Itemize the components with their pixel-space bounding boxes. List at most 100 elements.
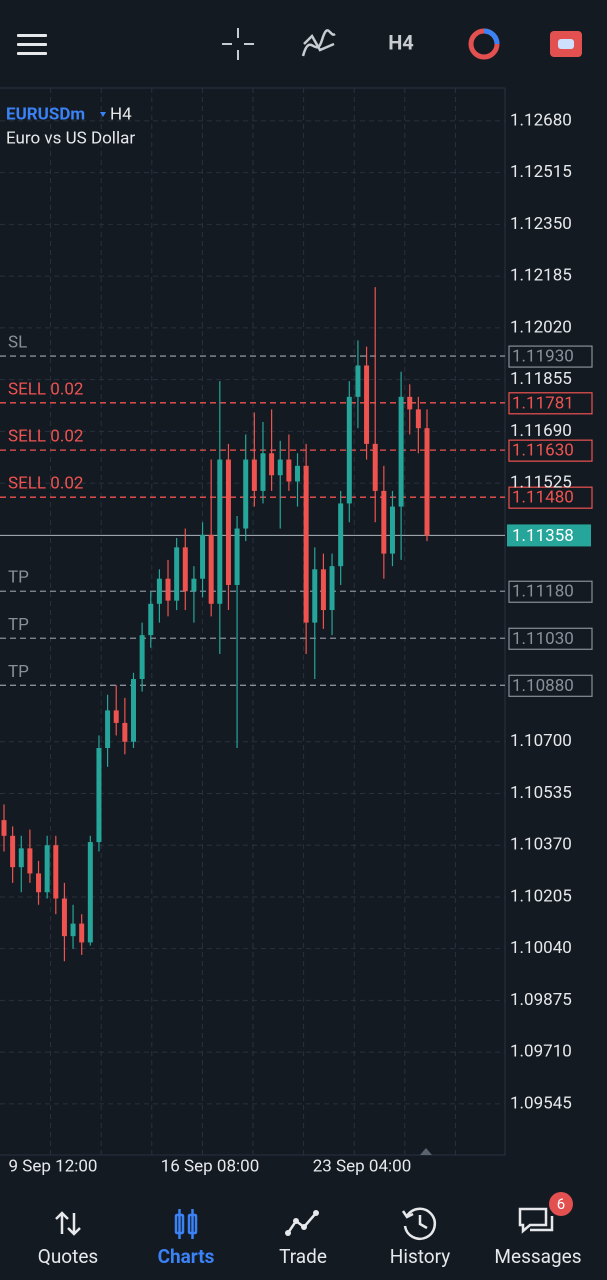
candle-body [286, 459, 292, 482]
level-price: 1.10880 [512, 676, 574, 696]
grid [0, 88, 505, 1155]
candle-body [260, 453, 266, 491]
level-price: 1.11030 [512, 629, 574, 649]
y-tick-label: 1.10535 [510, 783, 572, 803]
candle-body [44, 845, 50, 893]
y-tick-label: 1.10040 [510, 938, 572, 958]
candle-body [61, 898, 67, 937]
candle-body [200, 534, 206, 579]
symbol-description: Euro vs US Dollar [6, 128, 135, 148]
nav-label[interactable]: Messages [494, 1245, 581, 1268]
scroll-marker [420, 1148, 432, 1155]
candle-body [295, 465, 301, 482]
nav-label[interactable]: Quotes [38, 1245, 98, 1268]
candle-body [234, 528, 240, 585]
candle-body [156, 578, 162, 604]
candle-body [312, 569, 318, 623]
y-tick-label: 1.12680 [510, 110, 572, 130]
level-label: TP [8, 568, 29, 588]
menu-button[interactable] [17, 34, 47, 55]
candle-body [251, 459, 257, 491]
candle-body [208, 534, 214, 604]
candle-body [113, 710, 119, 723]
level-label: SL [8, 333, 27, 353]
candle-body [320, 569, 326, 611]
nav-history[interactable]: History [390, 1207, 450, 1268]
symbol-dropdown[interactable] [100, 112, 106, 117]
candle-body [372, 443, 378, 491]
y-tick-label: 1.09875 [510, 990, 572, 1010]
level-price-box [508, 674, 593, 697]
nav-messages[interactable]: Messages 6 [494, 1192, 582, 1268]
candles [1, 287, 430, 962]
candle-body [424, 428, 430, 536]
symbol[interactable]: EURUSDm [6, 104, 85, 124]
nav-trade[interactable]: Trade [279, 1210, 327, 1268]
level-label: SELL 0.02 [8, 379, 83, 399]
x-tick-label: 9 Sep 12:00 [9, 1156, 98, 1176]
crosshair-button[interactable] [222, 28, 254, 60]
candle-body [130, 679, 136, 742]
candle-body [87, 842, 93, 943]
candle-body [53, 845, 59, 899]
candle-body [70, 923, 76, 937]
toolbar [0, 0, 607, 88]
candle-body [407, 396, 413, 410]
candle-body [398, 396, 404, 507]
level-label: SELL 0.02 [8, 427, 83, 447]
current-price-box [507, 524, 591, 547]
y-tick-label: 1.09710 [510, 1042, 572, 1062]
candle-body [415, 409, 421, 429]
x-tick-label: 16 Sep 08:00 [161, 1156, 260, 1176]
level-price: 1.11930 [512, 347, 574, 367]
nav-label[interactable]: Charts [158, 1245, 215, 1268]
nav-label[interactable]: History [390, 1245, 450, 1268]
nav-quotes[interactable]: Quotes [38, 1211, 98, 1268]
candle-body [174, 547, 180, 601]
level-price: 1.11630 [512, 441, 574, 461]
candle-body [36, 873, 42, 893]
candle-body [148, 603, 154, 636]
level-price-box [508, 627, 593, 650]
level-label: SELL 0.02 [8, 474, 83, 494]
y-tick-label: 1.12020 [510, 317, 572, 337]
candle-body [225, 459, 231, 585]
candle-body [18, 848, 24, 868]
candle-body [346, 396, 352, 504]
candle-body [269, 453, 275, 476]
candle-body [355, 365, 361, 397]
level-price: 1.11781 [512, 393, 574, 413]
one-click-button[interactable] [550, 31, 582, 57]
current-price: 1.11358 [512, 526, 574, 546]
nav-charts[interactable]: Charts [158, 1209, 215, 1268]
candle-body [191, 578, 197, 592]
indicators-button[interactable] [301, 29, 336, 57]
level-price: 1.11180 [512, 582, 574, 602]
y-tick-label: 1.10370 [510, 835, 572, 855]
timeframe-button[interactable]: H4 [388, 30, 414, 54]
level-price-box [508, 486, 593, 509]
badge [549, 1192, 573, 1216]
candle-body [243, 459, 249, 529]
candle-body [329, 566, 335, 611]
candle-body [139, 635, 145, 680]
candle-body [277, 459, 283, 476]
level-label: TP [8, 662, 29, 682]
y-tick-label: 1.12350 [510, 214, 572, 234]
y-tick-label: 1.11690 [510, 421, 572, 441]
level-price-box [508, 439, 593, 462]
level-price-box [508, 580, 593, 603]
candle-body [303, 465, 309, 623]
trade-signal-button[interactable] [468, 28, 500, 60]
candle-body [381, 490, 387, 554]
y-tick-label: 1.09545 [510, 1093, 572, 1113]
candle-body [1, 820, 7, 836]
candle-body [105, 710, 111, 749]
level-price-box [508, 392, 593, 415]
level-price: 1.11480 [512, 488, 574, 508]
level-price-box [508, 345, 593, 368]
chart-timeframe: H4 [110, 104, 132, 124]
nav-label[interactable]: Trade [279, 1245, 327, 1268]
candle-body [27, 848, 33, 874]
